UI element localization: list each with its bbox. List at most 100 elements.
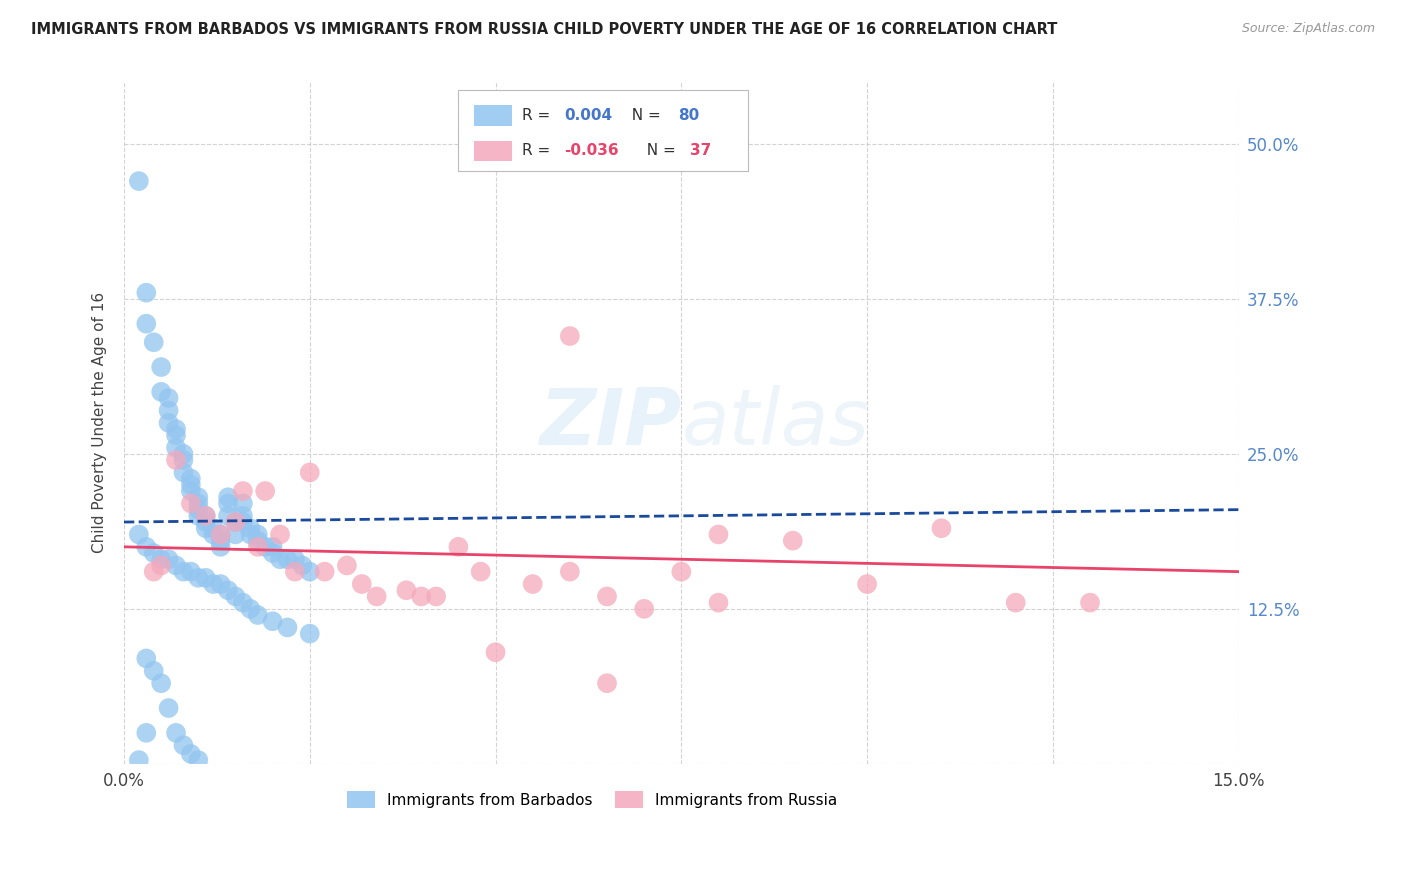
Point — [284, 552, 307, 566]
Point — [165, 726, 187, 740]
Point — [209, 577, 232, 591]
Point — [558, 329, 581, 343]
Point — [157, 391, 180, 405]
Point — [165, 428, 187, 442]
Point — [276, 552, 298, 566]
Point — [194, 571, 217, 585]
Point — [165, 558, 187, 573]
Point — [209, 540, 232, 554]
Point — [246, 527, 269, 541]
Text: R =: R = — [522, 108, 555, 123]
Point — [425, 590, 447, 604]
Text: N =: N = — [637, 144, 681, 159]
Point — [135, 726, 157, 740]
FancyBboxPatch shape — [474, 141, 512, 161]
Point — [262, 546, 284, 560]
Text: Source: ZipAtlas.com: Source: ZipAtlas.com — [1241, 22, 1375, 36]
Point — [239, 521, 262, 535]
Text: R =: R = — [522, 144, 555, 159]
Point — [232, 508, 254, 523]
Point — [671, 565, 693, 579]
Point — [142, 546, 165, 560]
Point — [150, 360, 173, 375]
Point — [856, 577, 879, 591]
Point — [157, 403, 180, 417]
Point — [202, 521, 225, 535]
Point — [157, 416, 180, 430]
Point — [128, 174, 150, 188]
Point — [157, 552, 180, 566]
Point — [187, 496, 209, 510]
Point — [232, 496, 254, 510]
Point — [350, 577, 373, 591]
Point — [269, 527, 291, 541]
Point — [142, 335, 165, 350]
Legend: Immigrants from Barbados, Immigrants from Russia: Immigrants from Barbados, Immigrants fro… — [342, 785, 844, 814]
Point — [187, 502, 209, 516]
Point — [165, 453, 187, 467]
Point — [931, 521, 953, 535]
Point — [165, 422, 187, 436]
Point — [232, 515, 254, 529]
Point — [291, 558, 314, 573]
Point — [150, 552, 173, 566]
Point — [276, 620, 298, 634]
Point — [232, 484, 254, 499]
Point — [142, 565, 165, 579]
Point — [596, 676, 619, 690]
Point — [172, 447, 194, 461]
Point — [150, 676, 173, 690]
Point — [1078, 596, 1101, 610]
Point — [128, 527, 150, 541]
Text: atlas: atlas — [682, 384, 869, 461]
Point — [202, 527, 225, 541]
Point — [224, 515, 246, 529]
Point — [411, 590, 433, 604]
Point — [254, 540, 277, 554]
Point — [135, 540, 157, 554]
Point — [150, 558, 173, 573]
Text: 37: 37 — [690, 144, 711, 159]
Point — [269, 552, 291, 566]
Point — [142, 664, 165, 678]
Point — [135, 285, 157, 300]
Point — [298, 626, 321, 640]
Point — [224, 590, 246, 604]
Point — [180, 472, 202, 486]
Point — [470, 565, 492, 579]
Point — [217, 496, 239, 510]
Point — [1004, 596, 1026, 610]
Text: IMMIGRANTS FROM BARBADOS VS IMMIGRANTS FROM RUSSIA CHILD POVERTY UNDER THE AGE O: IMMIGRANTS FROM BARBADOS VS IMMIGRANTS F… — [31, 22, 1057, 37]
Point — [558, 565, 581, 579]
Point — [298, 466, 321, 480]
Point — [209, 533, 232, 548]
Point — [172, 466, 194, 480]
Point — [217, 490, 239, 504]
Point — [284, 565, 307, 579]
Point — [522, 577, 544, 591]
Point — [165, 441, 187, 455]
Point — [209, 527, 232, 541]
Text: -0.036: -0.036 — [564, 144, 619, 159]
Point — [180, 747, 202, 761]
Point — [172, 453, 194, 467]
Point — [395, 583, 418, 598]
Point — [135, 651, 157, 665]
Point — [194, 508, 217, 523]
Point — [187, 508, 209, 523]
Point — [187, 490, 209, 504]
Point — [239, 602, 262, 616]
Point — [217, 508, 239, 523]
Point — [202, 577, 225, 591]
Point — [194, 515, 217, 529]
Point — [194, 521, 217, 535]
Point — [707, 596, 730, 610]
Text: ZIP: ZIP — [538, 384, 682, 461]
Point — [180, 565, 202, 579]
Point — [782, 533, 804, 548]
Point — [447, 540, 470, 554]
Point — [633, 602, 655, 616]
Point — [314, 565, 336, 579]
Point — [172, 565, 194, 579]
Point — [484, 645, 506, 659]
